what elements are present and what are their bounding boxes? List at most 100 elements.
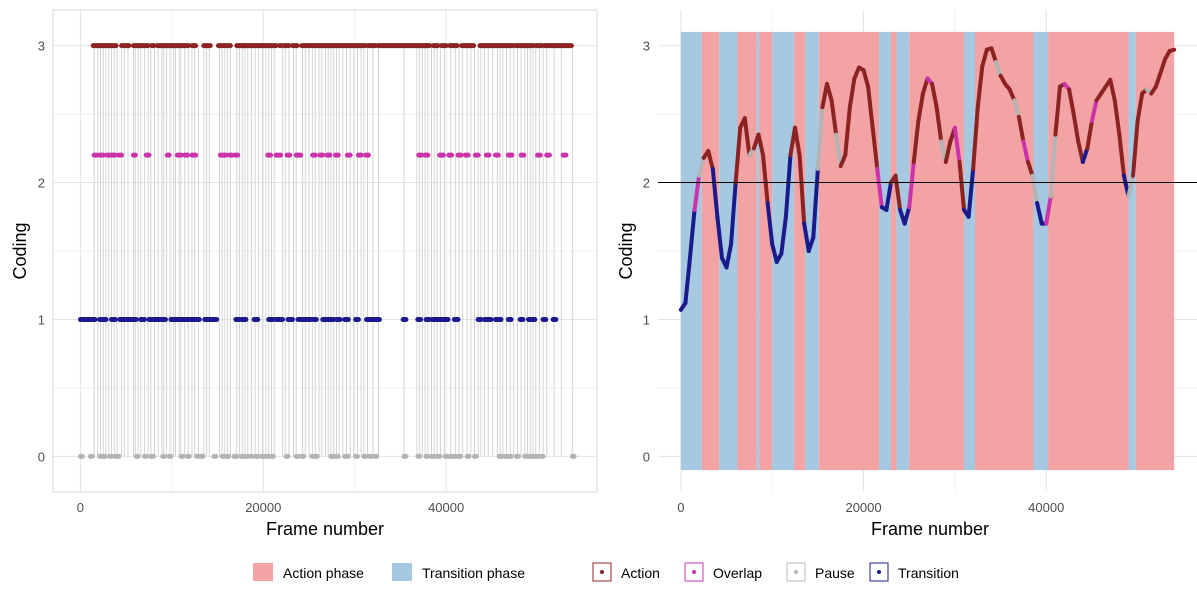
x-tick-label: 0 [677,500,684,515]
curve-segment [683,255,692,306]
phase-band-transition [964,31,976,471]
right-y-tick-labels: 0 1 2 3 [643,39,650,465]
phase-band-action [737,31,757,471]
right-chart-panel: 0 20000 40000 0 1 2 3 Frame number Coding [616,10,1197,539]
curve-segment [825,81,834,103]
curve-segment [847,76,857,110]
curve-segment [715,214,724,260]
legend-label: Action phase [283,565,364,581]
phase-band-transition [1033,31,1049,471]
y-tick-label: 0 [38,449,45,464]
legend-key-dot [600,570,604,574]
curve-segment [1025,159,1035,178]
curve-segment [911,118,921,164]
legend-key-action-phase [253,563,273,581]
y-tick-label: 3 [643,39,650,54]
legend-key-transition-phase [392,563,412,581]
left-y-axis-title: Coding [10,222,30,279]
curve-segment [783,153,793,219]
curve-segment [1048,132,1058,199]
curve-segment [834,132,843,169]
curve-segment [811,166,820,240]
legend-key-dot [877,570,881,574]
legend-label: Pause [815,565,855,581]
curve-segment [797,153,807,226]
right-phase-bands [680,31,1175,471]
left-x-tick-labels: 0 20000 40000 [77,500,464,515]
curve-segment [1135,91,1145,123]
legend-key-dot [794,570,798,574]
curve-segment [943,139,953,164]
curve-segment [975,64,985,110]
curve-segment [1117,132,1126,178]
curve-segment [1085,118,1094,151]
curve-segment [870,125,880,171]
curve-segment [884,180,893,212]
curve-segment [710,166,720,219]
phase-band-action [890,31,897,471]
phase-band-action [701,31,720,471]
curve-segment [966,166,976,219]
x-tick-label: 20000 [845,500,881,515]
curve-segment [920,76,930,96]
phase-band-action [759,31,773,471]
curve-segment [1126,173,1136,199]
curve-segment [687,207,697,260]
x-tick-label: 40000 [1028,500,1064,515]
x-tick-label: 40000 [428,500,464,515]
curve-segment [1016,114,1026,144]
curve-segment [829,98,839,137]
left-chart-panel: 0 20000 40000 0 1 2 3 Frame number Coding [10,9,598,539]
phase-band-transition [805,31,819,471]
legend: Action phase Transition phase Action Overla… [253,562,959,582]
phase-band-transition [756,31,760,471]
phase-band-transition [1128,31,1136,471]
curve-segment [1035,201,1044,226]
curve-segment [793,125,802,158]
curve-segment [706,149,715,171]
curve-segment [1112,98,1122,137]
curve-segment [1012,98,1021,119]
curve-segment [1108,77,1117,103]
left-y-tick-labels: 0 1 2 3 [38,39,45,465]
curve-segment [1044,194,1053,226]
legend-label: Action [621,565,660,581]
curve-segment [770,242,779,264]
curve-segment [724,242,734,270]
curve-segment [815,105,825,171]
x-tick-label: 20000 [245,500,281,515]
curve-segment [980,47,989,69]
curve-segment [1071,112,1081,144]
legend-label: Transition [898,565,959,581]
legend-key-dot [692,570,696,574]
phase-band-transition [896,31,910,471]
curve-segment [1167,47,1177,54]
curve-segment [806,235,816,253]
curve-segment [875,166,884,210]
y-tick-label: 0 [643,449,650,464]
curve-segment [971,105,980,171]
curve-segment [994,60,1003,78]
curve-segment [802,221,811,253]
right-y-axis-title: Coding [616,222,636,279]
curve-segment [733,125,743,185]
curve-segment [957,159,967,212]
curve-segment [779,214,788,256]
curve-segment [893,173,903,212]
curve-segment [742,116,752,158]
y-tick-label: 1 [38,312,45,327]
curve-segment [989,46,999,65]
phase-band-action [794,31,806,471]
curve-segment [1080,146,1090,164]
curve-segment [934,105,944,144]
curve-segment [907,159,916,210]
y-tick-label: 1 [643,312,650,327]
curve-segment [902,205,912,226]
left-x-axis-title: Frame number [266,519,384,539]
curve-segment [1158,57,1168,75]
curve-segment [692,173,702,212]
curve-segment [843,105,852,158]
curve-segment [1153,70,1163,89]
left-connector-lines [93,45,573,457]
